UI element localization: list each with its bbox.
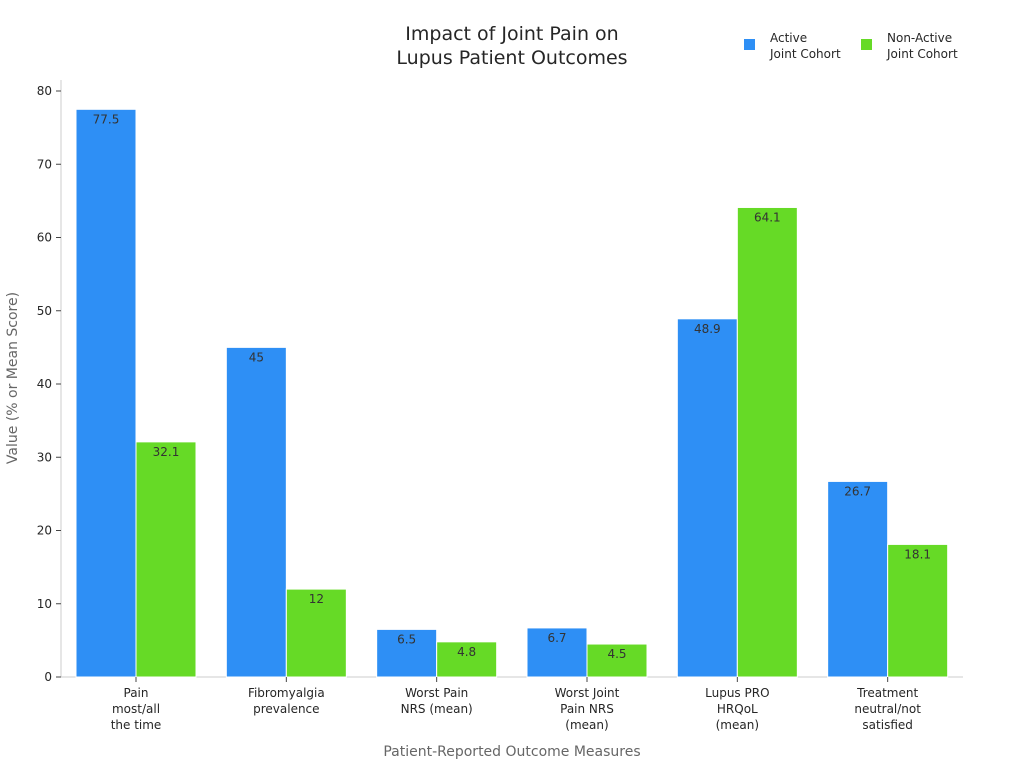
data-label-series2-cat1: 32.1: [153, 445, 180, 459]
data-label-series1-cat3: 6.5: [397, 632, 416, 646]
bar-series2-cat4: [586, 643, 648, 678]
data-label-series2-cat4: 4.5: [607, 647, 626, 661]
data-label-series1-cat1: 77.5: [93, 112, 120, 126]
y-tick-label: 30: [37, 450, 52, 464]
data-label-series2-cat6: 18.1: [904, 547, 931, 561]
x-tick-label: Pain most/all the time: [111, 686, 162, 732]
legend-swatch-2: [861, 39, 872, 50]
y-axis-ticks: 0 10 20 30 40 50 60 70 80: [37, 84, 61, 684]
y-tick-label: 20: [37, 524, 52, 538]
x-tick-label: Fibromyalgia prevalence: [248, 686, 325, 716]
x-axis-title: Patient-Reported Outcome Measures: [383, 744, 640, 760]
bar-series2-cat6: [887, 543, 949, 678]
x-tick-label: Lupus PRO HRQoL (mean): [705, 686, 769, 732]
x-axis-ticks: Pain most/all the time Fibromyalgia prevalen…: [111, 677, 921, 732]
y-tick-label: 60: [37, 231, 52, 245]
y-tick-label: 0: [44, 670, 52, 684]
y-tick-label: 80: [37, 84, 52, 98]
bar-series1-cat3: [376, 628, 438, 678]
data-labels: 77.5 32.1 45 12 6.5 4.8 6.7 4.5 48.9 64.1 26.7 18.1: [93, 112, 931, 661]
data-label-series2-cat2: 12: [309, 592, 324, 606]
bar-series1-cat1: [75, 108, 137, 678]
x-tick-label: Treatment neutral/not satisfied: [854, 686, 921, 732]
data-label-series1-cat4: 6.7: [547, 631, 566, 645]
y-tick-label: 40: [37, 377, 52, 391]
legend-swatch-1: [744, 39, 755, 50]
legend-label-1: Active Joint Cohort: [769, 31, 841, 61]
legend-label-2: Non-Active Joint Cohort: [886, 31, 958, 61]
bar-series2-cat2: [285, 588, 347, 678]
bar-series2-cat3: [436, 641, 498, 678]
bar-series2-cat1: [135, 441, 197, 678]
bar-series1-cat4: [526, 627, 588, 678]
bars: [75, 108, 949, 678]
data-label-series1-cat5: 48.9: [694, 322, 721, 336]
data-label-series1-cat6: 26.7: [844, 484, 871, 498]
bar-series2-cat5: [736, 206, 798, 678]
data-label-series1-cat2: 45: [249, 350, 264, 364]
axes: [60, 80, 963, 678]
bar-series1-cat5: [676, 318, 738, 678]
y-tick-label: 50: [37, 304, 52, 318]
x-tick-label: Worst Joint Pain NRS (mean): [555, 686, 620, 732]
x-tick-label: Worst Pain NRS (mean): [401, 686, 473, 716]
bar-series1-cat6: [827, 480, 889, 678]
y-tick-label: 70: [37, 157, 52, 171]
y-axis-title: Value (% or Mean Score): [5, 292, 21, 464]
chart-title-text: Impact of Joint Pain on Lupus Patient Out…: [396, 23, 627, 69]
data-label-series2-cat5: 64.1: [754, 210, 781, 224]
data-label-series2-cat3: 4.8: [457, 645, 476, 659]
y-tick-label: 10: [37, 597, 52, 611]
legend: Active Joint Cohort Non-Active Joint Cohort: [744, 31, 958, 61]
bar-series1-cat2: [225, 346, 287, 678]
chart-title: Impact of Joint Pain on Lupus Patient Out…: [396, 23, 627, 69]
